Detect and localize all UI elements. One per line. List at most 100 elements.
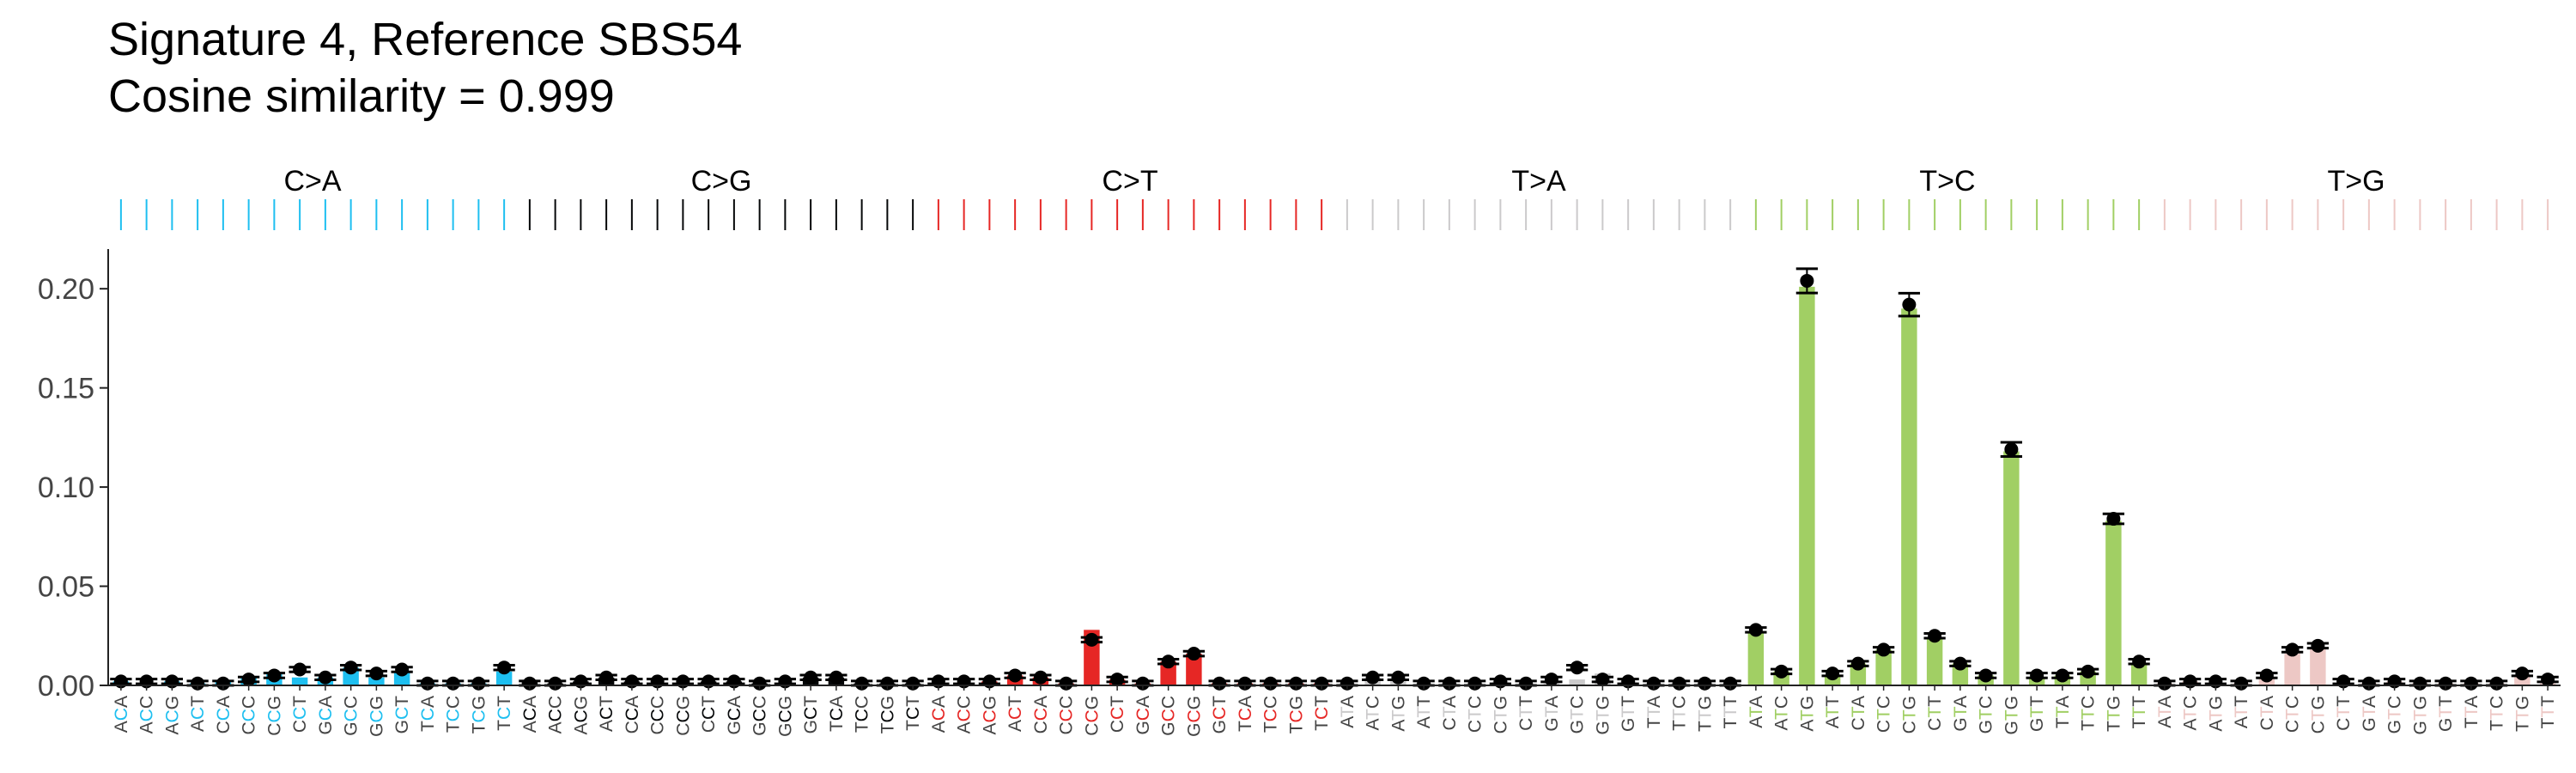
data-point bbox=[1187, 647, 1201, 661]
data-point bbox=[1237, 676, 1252, 691]
bar bbox=[1160, 661, 1176, 685]
mutation-group-label: C>T bbox=[1102, 165, 1157, 198]
data-point bbox=[752, 676, 767, 691]
data-point bbox=[1698, 676, 1712, 691]
x-tick-label: ACT bbox=[597, 696, 617, 732]
bar bbox=[1799, 286, 1815, 685]
data-point bbox=[1110, 673, 1125, 687]
data-point bbox=[2106, 512, 2121, 526]
data-point bbox=[191, 676, 205, 691]
chart-subtitle: Cosine similarity = 0.999 bbox=[108, 70, 615, 122]
x-tick-label: TTA bbox=[2462, 696, 2482, 728]
bar bbox=[291, 677, 308, 685]
x-tick-label: ATG bbox=[2206, 696, 2226, 732]
x-tick-label: ATC bbox=[1364, 696, 1383, 730]
x-tick-label: GTT bbox=[2027, 696, 2047, 732]
data-point bbox=[446, 676, 460, 691]
x-tick-label: TTT bbox=[2129, 696, 2149, 729]
data-point bbox=[2413, 676, 2427, 691]
data-point bbox=[1774, 664, 1789, 679]
data-point bbox=[1595, 673, 1610, 687]
x-tick-label: ATT bbox=[1414, 696, 1434, 728]
data-point bbox=[216, 676, 230, 691]
y-tick-label: 0.05 bbox=[38, 571, 94, 604]
x-tick-label: TCC bbox=[1261, 696, 1281, 733]
x-tick-label: CTC bbox=[1466, 696, 1485, 733]
x-tick-label: TTC bbox=[2488, 696, 2507, 731]
x-tick-label: ATA bbox=[1747, 696, 1766, 728]
data-point bbox=[1365, 670, 1380, 685]
x-tick-label: ATC bbox=[2181, 696, 2201, 730]
x-tick-label: GTA bbox=[2360, 696, 2379, 732]
data-point bbox=[522, 676, 537, 691]
x-tick-label: CTT bbox=[1516, 696, 1536, 731]
data-point bbox=[829, 670, 843, 685]
data-point bbox=[1978, 668, 1993, 683]
x-tick-label: GCA bbox=[725, 696, 744, 735]
x-tick-label: GTG bbox=[1593, 696, 1613, 735]
observed-points bbox=[110, 267, 2559, 691]
data-point bbox=[1544, 673, 1558, 687]
x-tick-label: ATA bbox=[1338, 696, 1358, 728]
data-point bbox=[1672, 676, 1686, 691]
x-tick-label: ACT bbox=[1005, 696, 1025, 732]
x-tick-label: TTG bbox=[1695, 696, 1715, 732]
mutation-group-label: T>C bbox=[1919, 165, 1975, 198]
x-tick-label: TTT bbox=[1721, 696, 1741, 729]
x-tick-label: CCG bbox=[1082, 696, 1102, 736]
x-tick-label: CCC bbox=[240, 696, 259, 735]
x-tick-label: ACC bbox=[955, 696, 975, 733]
x-tick-label: CTA bbox=[2257, 696, 2277, 730]
bar bbox=[1824, 675, 1841, 685]
data-point bbox=[1723, 676, 1738, 691]
data-point bbox=[1442, 676, 1456, 691]
x-tick-label: TCA bbox=[1236, 696, 1255, 732]
data-point bbox=[2285, 642, 2300, 657]
data-point bbox=[1467, 676, 1482, 691]
data-point bbox=[2489, 676, 2504, 691]
x-tick-label: GCT bbox=[392, 696, 412, 734]
data-point bbox=[2157, 676, 2172, 691]
y-tick-label: 0.15 bbox=[38, 373, 94, 405]
data-point bbox=[2311, 638, 2325, 653]
data-point bbox=[1289, 676, 1303, 691]
x-tick-label: CCC bbox=[1057, 696, 1077, 735]
x-tick-label: TCG bbox=[878, 696, 897, 733]
x-tick-label: CCG bbox=[264, 696, 284, 736]
x-tick-label: CTG bbox=[1899, 696, 1919, 733]
x-tick-label: TTG bbox=[2512, 696, 2532, 732]
data-point bbox=[599, 670, 614, 685]
x-tick-label: GCC bbox=[1159, 696, 1179, 736]
x-tick-label: GCG bbox=[367, 696, 386, 737]
x-tick-label: CCT bbox=[699, 696, 719, 733]
x-tick-label: ATC bbox=[1772, 696, 1792, 730]
mutation-type-strip: C>A C>G C>T T>A T>C T>G bbox=[119, 165, 2549, 230]
x-tick-label: ACG bbox=[571, 696, 591, 735]
data-point bbox=[2132, 654, 2147, 669]
x-tick-label: GCT bbox=[801, 696, 821, 734]
x-tick-label: ACA bbox=[520, 696, 540, 733]
x-tick-label: TCC bbox=[853, 696, 872, 733]
data-point bbox=[2234, 676, 2249, 691]
data-point bbox=[2055, 668, 2069, 683]
x-tick-label: GTG bbox=[2002, 696, 2021, 735]
x-tick-label: ATT bbox=[2232, 696, 2251, 728]
bar bbox=[1901, 308, 1917, 685]
data-point bbox=[318, 670, 332, 685]
x-tick-label: CTA bbox=[1440, 696, 1460, 730]
x-tick-label: ATG bbox=[1797, 696, 1817, 732]
x-tick-label: ATG bbox=[1388, 696, 1408, 732]
data-point bbox=[267, 668, 282, 683]
data-point bbox=[1800, 273, 1814, 288]
reference-bars bbox=[112, 286, 2556, 685]
data-point bbox=[1315, 676, 1329, 691]
x-tick-label: GCT bbox=[1210, 696, 1230, 734]
x-tick-label: CTG bbox=[2308, 696, 2328, 733]
bar bbox=[1186, 654, 1202, 685]
mutation-group-label: C>G bbox=[691, 165, 752, 198]
x-tick-label: GCA bbox=[1133, 696, 1153, 735]
x-tick-label: ACC bbox=[137, 696, 157, 733]
x-tick-label: GTC bbox=[1568, 696, 1588, 733]
x-tick-label: TTG bbox=[2104, 696, 2123, 732]
